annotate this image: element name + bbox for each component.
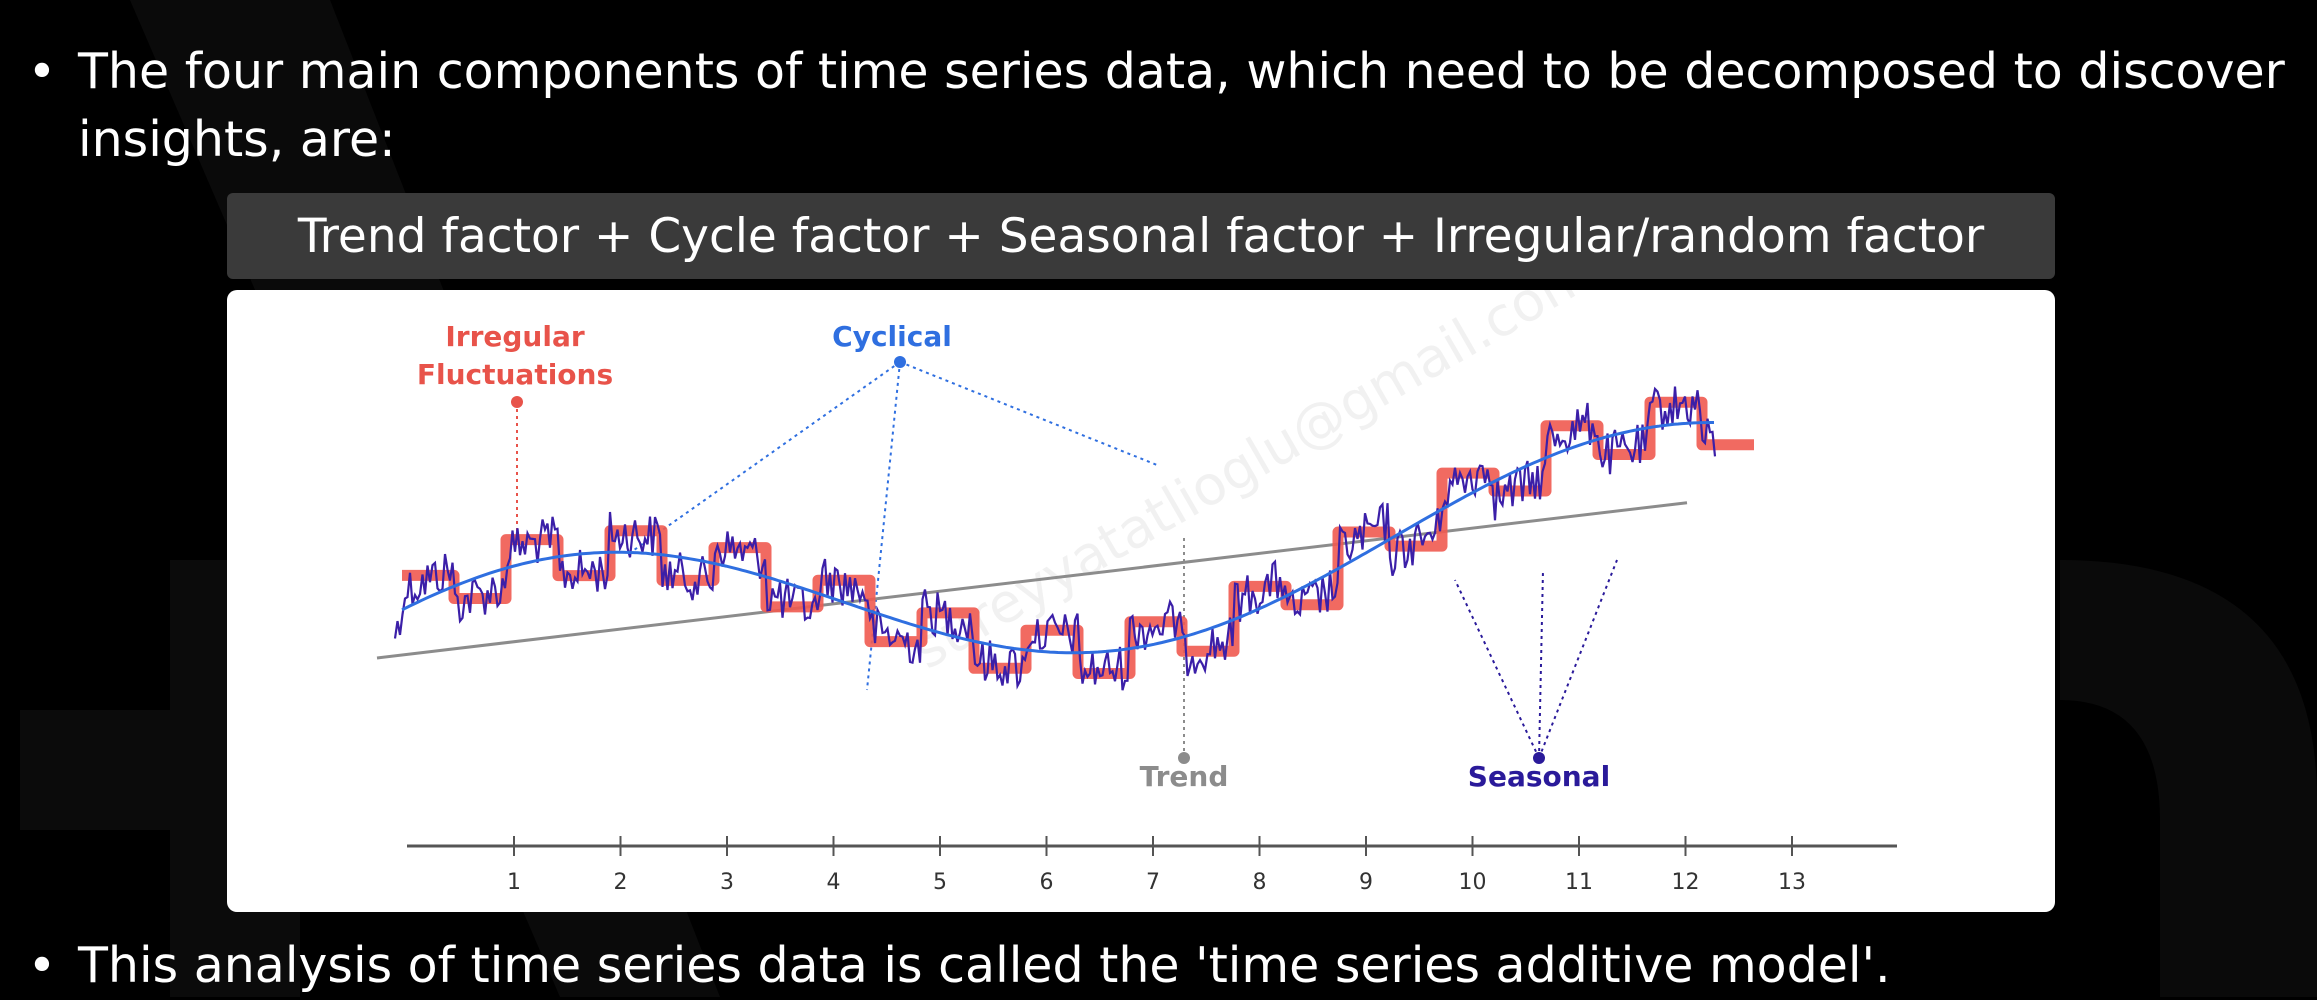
diagram-canvas: sureyyatatlioglu@gmail.com Irregular Flu… [376,290,1897,895]
trend-line [376,501,1688,660]
axis-tick-label: 12 [1672,870,1700,895]
bullet-components: • The four main components of time serie… [22,38,2302,178]
axis-tick-label: 10 [1459,870,1487,895]
axis-tick-label: 9 [1359,870,1373,895]
axis-tick-label: 6 [1040,870,1054,895]
seasonal-dot [1533,752,1545,764]
axis-tick-label: 4 [827,870,841,895]
axis-tick-label: 13 [1778,870,1806,895]
cyclical-label: Cyclical [832,320,952,353]
bullet-text: The four main components of time series … [78,43,2285,168]
axis-tick-label: 3 [720,870,734,895]
axis-tick-label: 8 [1253,870,1267,895]
axis-ticks: 1 2 3 4 5 6 7 8 9 10 11 12 13 [507,836,1806,895]
equation-text: Trend factor + Cycle factor + Seasonal f… [297,208,1985,264]
bullet-dot: • [27,43,57,100]
seasonal-connector [1538,569,1544,759]
irregular-label-line2: Fluctuations [417,358,613,391]
seasonal-label: Seasonal [1468,760,1610,793]
irregular-dot [511,396,523,408]
seasonal-connector [1454,579,1540,759]
trend-label: Trend [1140,760,1229,793]
bullet-text: This analysis of time series data is cal… [78,937,1891,994]
axis-tick-label: 11 [1565,870,1593,895]
bullet-additive-model: • This analysis of time series data is c… [22,932,2302,1000]
equation-bar: Trend factor + Cycle factor + Seasonal f… [227,193,2055,279]
label-dots [511,356,1545,764]
decomposition-diagram: sureyyatatlioglu@gmail.com Irregular Flu… [227,290,2055,912]
trend-dot [1178,752,1190,764]
cyclical-curve [401,421,1714,655]
irregular-label-line1: Irregular [445,320,584,353]
cyclical-connector [626,361,901,556]
seasonal-connector [1538,559,1618,759]
axis-tick-label: 2 [614,870,628,895]
irregular-noise [393,386,1717,691]
cyclical-dot [894,356,906,368]
axis-tick-label: 1 [507,870,521,895]
axis-tick-label: 7 [1146,870,1160,895]
axis-tick-label: 5 [933,870,947,895]
bullet-dot: • [27,937,57,994]
cyclical-connector [899,361,1158,466]
